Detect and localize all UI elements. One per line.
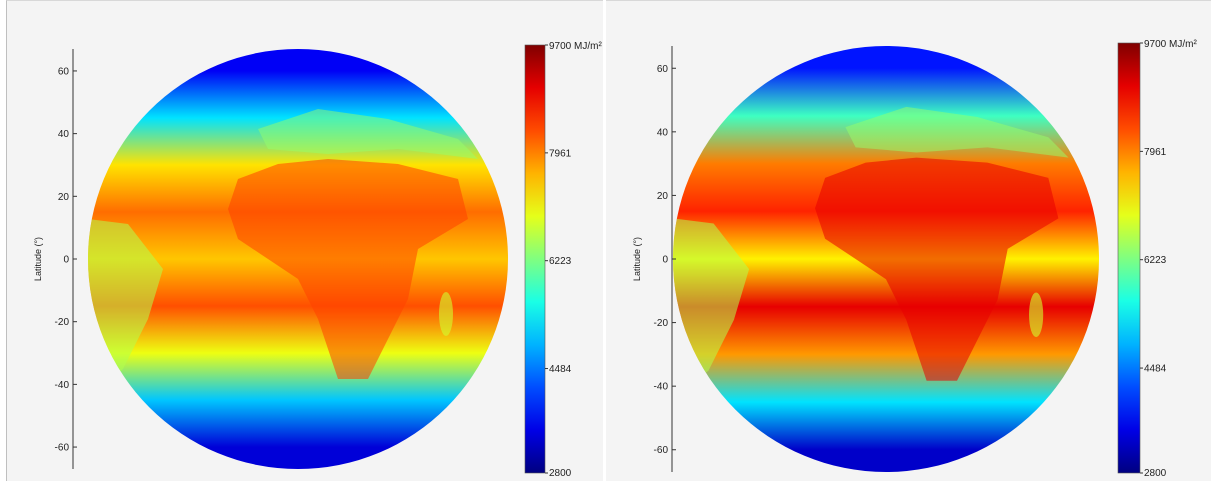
right-map-chart: 60 40 20 0 -20 -40 -60 Latitude (°) 9700 MJ/m² 79… [632, 39, 1197, 479]
europe-region [845, 106, 1069, 158]
y-tick-label: 60 [58, 66, 70, 77]
y-axis-label: Latitude (°) [33, 237, 43, 281]
land-masses [673, 106, 1069, 391]
africa-region [815, 157, 1059, 381]
y-tick-label: 0 [63, 255, 69, 266]
y-axis-label: Latitude (°) [632, 237, 642, 281]
africa-region [228, 159, 468, 379]
madagascar-region [1029, 292, 1044, 338]
left-panel: 60 40 20 0 -20 -40 -60 Latitude (°) 9700 MJ/m² 79… [6, 0, 603, 481]
y-tick-label: 0 [662, 255, 668, 266]
y-tick-label: 40 [58, 129, 70, 140]
y-tick-label: -60 [654, 445, 669, 456]
y-tick-label: 20 [58, 192, 70, 203]
europe-region [258, 109, 478, 159]
colorbar-tick-label: 9700 MJ/m² [549, 41, 602, 52]
y-tick-label: 60 [657, 64, 669, 75]
left-map-chart: 60 40 20 0 -20 -40 -60 Latitude (°) 9700 MJ/m² 79… [33, 41, 602, 479]
y-tick-label: 20 [657, 191, 669, 202]
colorbar-tick-label: 7961 [1144, 147, 1167, 158]
y-tick-label: 40 [657, 127, 669, 138]
colorbar-tick-label: 4484 [549, 364, 572, 375]
colorbar-tick-label: 2800 [1144, 468, 1167, 479]
colorbar-tick-label: 9700 MJ/m² [1144, 39, 1197, 50]
y-tick-label: -20 [654, 318, 669, 329]
y-tick-label: -20 [55, 317, 70, 328]
colorbar [524, 44, 546, 474]
colorbar-tick-label: 6223 [1144, 255, 1167, 266]
colorbar [1117, 42, 1141, 474]
y-tick-label: -60 [55, 443, 70, 454]
colorbar-tick-label: 7961 [549, 148, 572, 159]
colorbar-tick-label: 6223 [549, 256, 572, 267]
madagascar-region [439, 292, 453, 336]
y-tick-label: -40 [55, 380, 70, 391]
right-panel: 60 40 20 0 -20 -40 -60 Latitude (°) 9700 MJ/m² 79… [606, 0, 1211, 481]
colorbar-tick-label: 2800 [549, 468, 572, 479]
y-tick-label: -40 [654, 382, 669, 393]
colorbar-tick-label: 4484 [1144, 364, 1167, 375]
